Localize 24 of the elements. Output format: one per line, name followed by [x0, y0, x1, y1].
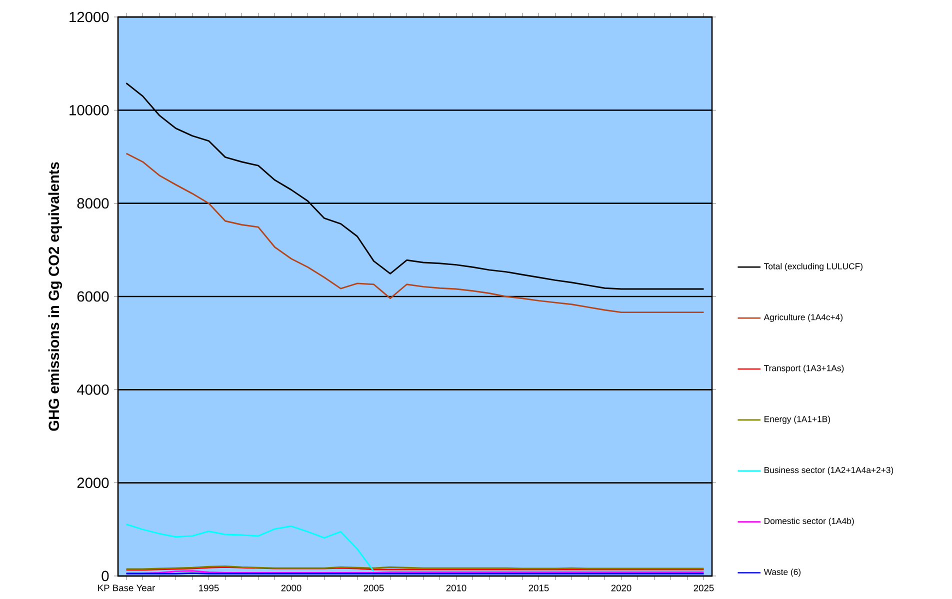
x-tick-label: KP Base Year: [98, 584, 155, 592]
y-tick-label: 12000: [70, 12, 109, 22]
x-tick-label: 2025: [694, 584, 714, 592]
x-tick-label: 2000: [281, 584, 302, 592]
y-tick-label: 0: [102, 570, 109, 582]
x-tick-label: 2015: [528, 584, 549, 592]
y-axis-title: GHG emissions in Gg CO2 equivalents: [48, 162, 62, 431]
y-tick-label: 10000: [70, 104, 109, 116]
legend-label: Business sector (1A2+1A4a+2+3): [764, 466, 894, 475]
legend-label: Energy (1A1+1B): [764, 416, 830, 424]
legend-label: Agriculture (1A4c+4): [764, 314, 842, 322]
x-tick-label: 2020: [611, 584, 632, 592]
y-tick-label: 4000: [77, 384, 109, 395]
legend-label: Waste (6): [764, 568, 801, 577]
y-tick-label: 2000: [77, 478, 109, 488]
line-series: [126, 524, 374, 572]
legend-label: Total (excluding LULUCF): [764, 262, 862, 272]
x-tick-label: 1995: [199, 584, 219, 592]
x-tick-label: 2005: [364, 584, 384, 592]
y-tick-label: 8000: [77, 198, 109, 209]
legend-label: Transport (1A3+1As): [764, 364, 844, 373]
y-tick-label: 6000: [77, 291, 109, 302]
x-tick-label: 2010: [446, 584, 466, 592]
legend-label: Domestic sector (1A4b): [764, 518, 854, 526]
